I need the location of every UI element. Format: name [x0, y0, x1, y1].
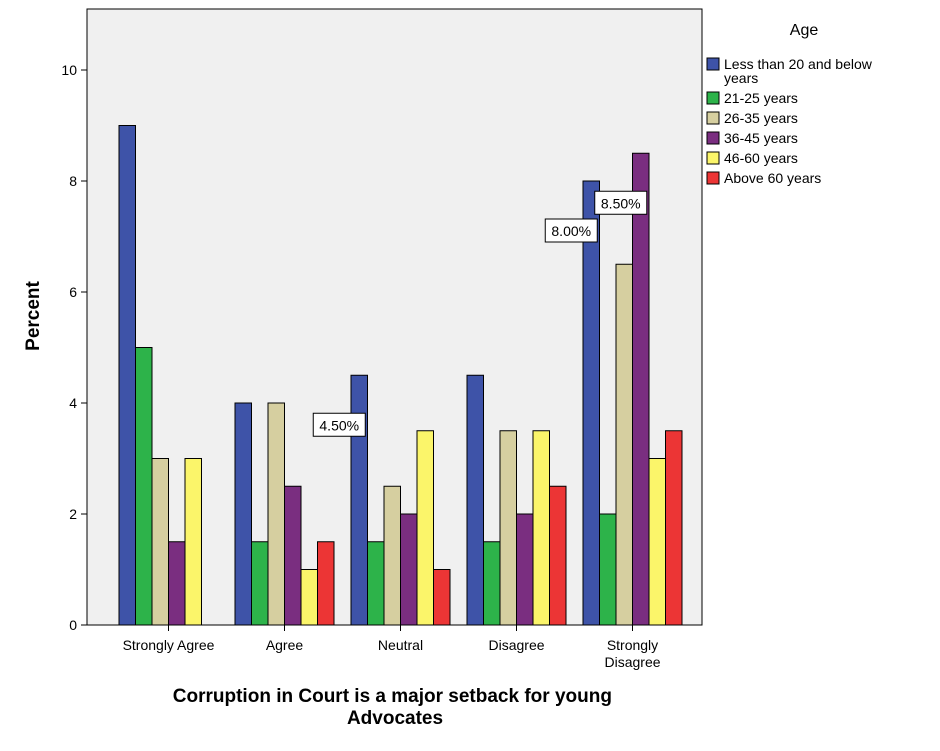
bar — [400, 513, 418, 626]
bar — [648, 458, 666, 626]
legend-swatch — [706, 111, 720, 125]
y-tick-label: 8 — [69, 173, 77, 189]
x-category-label-line: Agree — [266, 637, 304, 653]
bar — [118, 125, 136, 626]
data-label-box — [544, 218, 598, 243]
y-tick-label: 0 — [69, 617, 77, 633]
y-axis-title: Percent — [23, 280, 44, 350]
bar — [267, 402, 285, 626]
x-axis-title-line-2: Advocates — [347, 708, 443, 729]
legend-label: Above 60 years — [724, 170, 821, 186]
y-axis: 0 2 4 6 8 10 — [61, 62, 87, 633]
x-category-label: Neutral — [378, 637, 423, 653]
legend-label: 46-60 years — [724, 150, 798, 166]
bar — [317, 541, 335, 626]
x-category-label-line: Strongly Agree — [123, 637, 215, 653]
bar — [416, 430, 434, 626]
legend-label-line: Less than 20 and below — [724, 56, 873, 72]
legend-label-line: 21-25 years — [724, 90, 798, 106]
bar — [300, 569, 318, 626]
annotations: 4.50% 8.00% 8.50% — [312, 190, 648, 437]
y-tick-label: 6 — [69, 284, 77, 300]
data-label: 4.50% — [319, 417, 359, 433]
bar — [632, 152, 650, 626]
y-tick-label: 2 — [69, 506, 77, 522]
bar — [433, 569, 451, 626]
legend-swatch — [706, 171, 720, 185]
bar — [516, 513, 534, 626]
legend-label-line: 26-35 years — [724, 110, 798, 126]
x-category-label-line: Disagree — [488, 637, 544, 653]
bar — [383, 485, 401, 626]
data-label: 8.00% — [551, 223, 591, 239]
legend: Less than 20 and below years 21-25 years 26… — [706, 56, 873, 186]
bar — [367, 541, 385, 626]
bar — [483, 541, 501, 626]
bar — [582, 180, 600, 626]
legend-label: Less than 20 and below years — [724, 56, 873, 86]
x-category-label: Disagree — [488, 637, 544, 653]
bar — [350, 374, 368, 626]
bar — [168, 541, 186, 626]
legend-swatch — [706, 151, 720, 165]
legend-title: Age — [790, 22, 819, 39]
bar — [234, 402, 252, 626]
x-category-label-line: Disagree — [604, 654, 660, 670]
x-category-label: Strongly Agree — [123, 637, 215, 653]
legend-label-line: 36-45 years — [724, 130, 798, 146]
bar — [184, 458, 202, 626]
data-label-box — [312, 412, 366, 437]
bar — [532, 430, 550, 626]
x-category-label-line: Neutral — [378, 637, 423, 653]
bar — [615, 263, 633, 626]
legend-label-line: Above 60 years — [724, 170, 821, 186]
bar — [135, 347, 153, 626]
bar — [665, 430, 683, 626]
x-axis-title: Corruption in Court is a major setback f… — [173, 686, 617, 729]
legend-label: 36-45 years — [724, 130, 798, 146]
bars — [118, 125, 683, 626]
legend-label-line: years — [724, 70, 758, 86]
legend-swatch — [706, 131, 720, 145]
x-category-label-line: Strongly — [607, 637, 658, 653]
y-tick-label: 4 — [69, 395, 77, 411]
y-tick-label: 10 — [61, 62, 77, 78]
bar — [251, 541, 269, 626]
legend-label: 26-35 years — [724, 110, 798, 126]
bar — [499, 430, 517, 626]
legend-swatch — [706, 57, 720, 71]
data-label-box — [594, 190, 648, 215]
data-label: 8.50% — [601, 195, 641, 211]
x-axis: Strongly Agree Agree Neutral Disagree Strong… — [123, 625, 661, 670]
x-axis-title-line-1: Corruption in Court is a major setback f… — [173, 686, 612, 707]
bar — [549, 485, 567, 626]
bar — [284, 485, 302, 626]
x-category-label: Agree — [266, 637, 304, 653]
bar — [151, 458, 169, 626]
bar — [466, 374, 484, 626]
legend-label-line: 46-60 years — [724, 150, 798, 166]
legend-label: 21-25 years — [724, 90, 798, 106]
legend-swatch — [706, 91, 720, 105]
bar — [599, 513, 617, 626]
x-category-label: Strongly Disagree — [604, 637, 660, 670]
